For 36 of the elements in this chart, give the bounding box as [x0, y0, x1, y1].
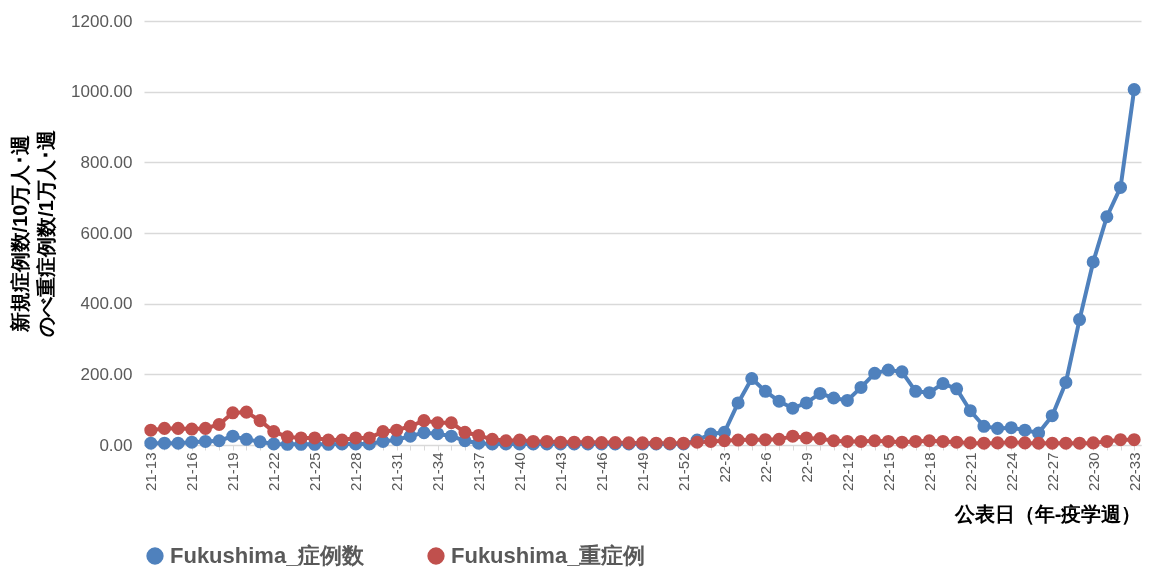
x-tick-label: 21-31 — [388, 452, 406, 491]
x-tick-label: 22-21 — [961, 452, 979, 491]
y-tick-label: 200.00 — [80, 364, 133, 384]
x-tick-label: 21-52 — [674, 452, 692, 491]
legend-label: Fukushima_重症例 — [451, 543, 646, 568]
x-tick-label: 21-16 — [183, 452, 201, 491]
y-tick-label: 600.00 — [80, 223, 133, 243]
x-tick-label: 22-6 — [756, 452, 774, 483]
x-tick-label: 22-12 — [838, 452, 856, 491]
x-tick-label: 22-27 — [1043, 452, 1061, 491]
x-tick-label: 22-3 — [715, 452, 733, 483]
x-tick-label: 22-18 — [920, 452, 938, 491]
x-tick-label: 22-30 — [1084, 452, 1102, 491]
y-tick-label: 1200.00 — [71, 11, 133, 31]
y-axis-title: 新規症例数/10万人･週のべ重症例数/1万人･週 — [9, 130, 58, 337]
x-tick-label: 22-15 — [879, 452, 897, 491]
x-tick-label: 21-22 — [265, 452, 283, 491]
x-tick-label: 21-13 — [142, 452, 160, 491]
x-tick-label: 21-49 — [634, 452, 651, 491]
x-tick-label: 22-9 — [797, 452, 815, 483]
x-tick-label: 21-43 — [552, 452, 570, 491]
x-tick-label: 22-24 — [1002, 452, 1020, 491]
y-tick-label: 800.00 — [80, 152, 133, 172]
x-tick-label: 21-28 — [347, 452, 365, 491]
legend-label: Fukushima_症例数 — [170, 543, 366, 568]
x-tick-label: 21-19 — [224, 452, 242, 491]
y-tick-label: 1000.00 — [71, 82, 133, 102]
y-tick-label: 0.00 — [99, 435, 133, 455]
y-tick-label: 400.00 — [80, 294, 133, 314]
x-tick-label: 21-46 — [593, 452, 611, 491]
x-tick-label: 22-33 — [1125, 452, 1143, 491]
x-tick-label: 21-37 — [470, 452, 488, 491]
x-tick-label: 21-40 — [511, 452, 529, 491]
x-tick-label: 21-25 — [306, 452, 324, 491]
x-tick-label: 21-34 — [429, 452, 447, 491]
x-axis-title: 公表日（年-疫学週） — [953, 502, 1142, 525]
